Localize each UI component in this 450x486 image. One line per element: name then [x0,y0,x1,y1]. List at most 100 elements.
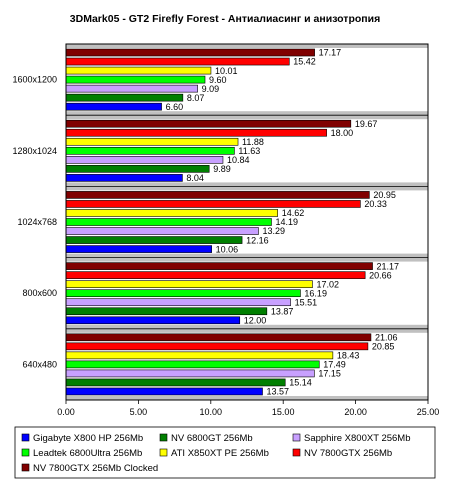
value-label: 20.66 [369,270,392,280]
category-label: 1600x1200 [12,75,57,85]
value-label: 18.43 [337,351,360,361]
bar [65,236,243,244]
chart-title: 3DMark05 - GT2 Firefly Forest - Антиалиа… [70,13,380,25]
bar [65,57,290,66]
legend-swatch [159,433,168,442]
value-label: 21.17 [377,261,400,271]
value-label: 11.88 [242,137,264,147]
category-label: 800x600 [22,288,57,298]
legend-label: NV 7800GTX 256Mb Clocked [33,463,158,474]
bar [65,378,286,387]
value-label: 20.95 [373,190,396,200]
bar [65,128,327,137]
category-label: 1280x1024 [12,146,57,156]
x-tick-label: 25.00 [417,407,440,417]
value-label: 10.84 [227,155,250,165]
value-label: 13.29 [262,226,285,236]
legend-swatch [292,448,301,457]
bar [65,84,198,93]
x-tick-label: 10.00 [200,407,223,417]
value-label: 18.00 [331,128,354,138]
bar [65,316,241,325]
bar [65,137,239,146]
bar [65,165,210,173]
bar [65,342,369,351]
bar [65,102,162,111]
bar [65,227,259,235]
value-label: 17.49 [323,360,346,370]
x-tick-label: 0.00 [57,407,75,417]
bar [65,280,313,288]
value-label: 9.09 [202,84,220,94]
value-label: 8.04 [186,173,204,183]
value-label: 15.51 [295,297,318,307]
bar [65,48,315,57]
plot-frame [65,43,429,401]
value-label: 17.17 [319,48,342,58]
legend-swatch [21,463,30,472]
x-tick-label: 5.00 [130,407,148,417]
bar [65,298,291,307]
legend: Gigabyte X800 HP 256Mb NV 6800GT 256Mb Sap… [14,426,436,479]
category-label: 640x480 [22,359,57,369]
bar [65,387,263,396]
bar [65,209,278,217]
legend-label: Sapphire X800XT 256Mb [304,433,411,444]
value-label: 15.14 [289,378,312,388]
bar [65,119,352,128]
value-label: 9.89 [213,164,231,174]
value-label: 16.19 [304,288,327,298]
value-label: 19.67 [355,119,378,129]
bar [65,146,235,155]
bar [65,289,301,298]
value-label: 17.15 [318,369,341,379]
value-label: 15.42 [293,57,316,67]
value-label: 20.85 [372,342,395,352]
value-label: 10.01 [215,66,238,76]
category-label: 1024x768 [17,217,57,227]
bar [65,156,224,164]
bar [65,93,184,102]
bar [65,360,320,369]
value-label: 13.87 [271,306,294,316]
legend-label: Gigabyte X800 HP 256Mb [33,433,143,444]
legend-box [14,426,436,479]
bar [65,333,372,342]
bar [65,245,212,253]
legend-label: NV 7800GTX 256Mb [304,448,392,459]
bar [65,271,366,279]
value-label: 17.02 [316,279,339,289]
bar [65,351,334,360]
bar [65,66,212,75]
legend-label: NV 6800GT 256Mb [171,433,253,444]
value-label: 12.00 [244,315,267,325]
value-label: 14.19 [275,217,298,227]
bar [65,75,206,84]
bar [65,174,183,182]
value-label: 12.16 [246,235,269,245]
value-label: 21.06 [375,333,398,343]
legend-swatch [159,448,168,457]
value-label: 10.06 [216,244,239,254]
value-label: 9.60 [209,75,227,85]
legend-swatch [292,433,301,442]
value-label: 13.57 [266,387,289,397]
bar [65,200,361,208]
value-label: 6.60 [166,102,184,112]
value-label: 8.07 [187,93,205,103]
legend-swatch [21,448,30,457]
legend-label: Leadtek 6800Ultra 256Mb [33,448,142,459]
x-tick-label: 20.00 [344,407,367,417]
value-label: 14.62 [282,208,305,218]
value-label: 20.33 [364,199,387,209]
x-tick-label: 15.00 [272,407,295,417]
bar [65,218,272,226]
legend-label: ATI X850XT PE 256Mb [171,448,269,459]
bar [65,262,373,270]
value-label: 11.63 [238,146,260,156]
bar [65,369,315,378]
legend-swatch [21,433,30,442]
